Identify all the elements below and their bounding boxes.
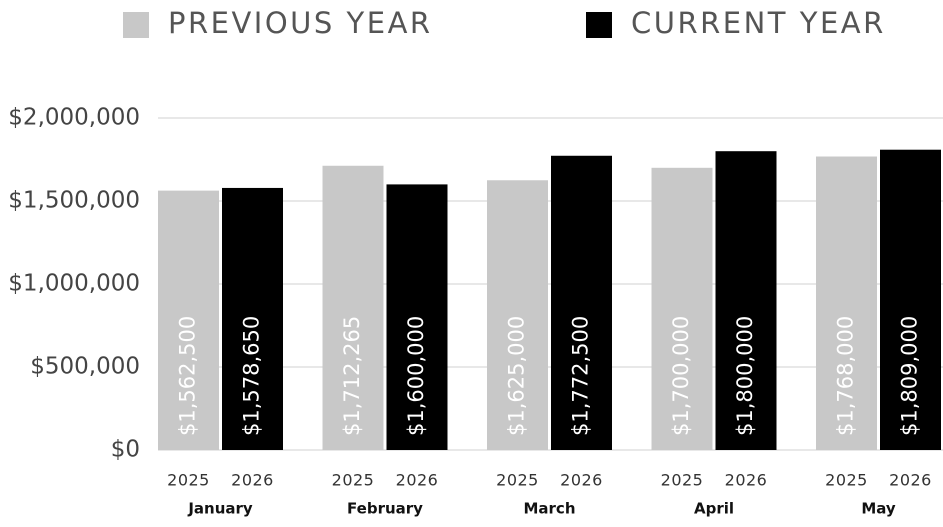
- data-label: $1,712,265: [340, 316, 364, 436]
- bar: [222, 187, 283, 451]
- bar-sublabel: 2025: [825, 471, 868, 490]
- y-tick-label: $500,000: [30, 354, 140, 380]
- bar: [551, 155, 612, 450]
- bar-sublabel: 2026: [560, 471, 603, 490]
- bar: [386, 184, 448, 450]
- legend-label: CURRENT YEAR: [631, 6, 886, 40]
- bar-sublabel: 2025: [496, 471, 539, 490]
- bar-sublabel: 2025: [332, 471, 375, 490]
- x-tick-label: February: [347, 500, 423, 518]
- data-label: $1,562,500: [176, 316, 200, 436]
- bar-sublabel: 2026: [231, 471, 274, 490]
- bar-sublabel: 2026: [396, 471, 439, 490]
- y-tick-label: $0: [111, 437, 140, 463]
- data-label: $1,772,500: [569, 316, 593, 436]
- data-label: $1,700,000: [669, 316, 693, 436]
- y-tick-label: $1,500,000: [8, 188, 140, 214]
- bar: [715, 151, 777, 450]
- x-tick-label: May: [861, 500, 896, 518]
- data-label: $1,625,000: [505, 316, 529, 436]
- bar: [158, 190, 219, 450]
- bar: [651, 167, 713, 451]
- data-label: $1,768,000: [834, 316, 858, 436]
- bar: [322, 165, 384, 450]
- legend-swatch: [123, 12, 149, 38]
- x-tick-label: January: [187, 500, 253, 518]
- data-label: $1,600,000: [404, 316, 428, 436]
- legend-swatch: [586, 12, 612, 38]
- data-label: $1,578,650: [240, 316, 264, 436]
- y-tick-label: $2,000,000: [8, 105, 140, 131]
- bar-sublabel: 2025: [661, 471, 704, 490]
- legend-label: PREVIOUS YEAR: [168, 6, 433, 40]
- bar-sublabel: 2026: [725, 471, 768, 490]
- bar-sublabel: 2025: [167, 471, 210, 490]
- data-label: $1,800,000: [733, 316, 757, 436]
- x-tick-label: March: [523, 500, 575, 518]
- y-tick-label: $1,000,000: [8, 271, 140, 297]
- bar-sublabel: 2026: [889, 471, 932, 490]
- bar: [487, 180, 548, 450]
- data-label: $1,809,000: [898, 316, 922, 436]
- x-tick-label: April: [694, 500, 734, 518]
- bar: [816, 156, 877, 450]
- bar: [880, 149, 941, 450]
